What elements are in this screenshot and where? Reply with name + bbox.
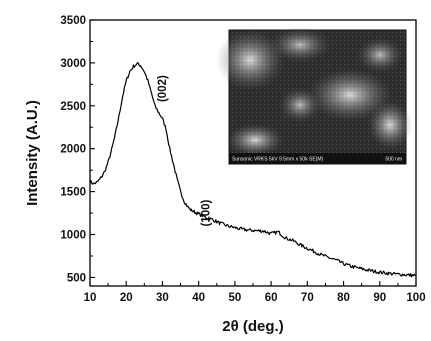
axis-ticks <box>89 19 417 286</box>
peak-annotation: (002) <box>157 75 169 102</box>
y-tick-label: 2500 <box>60 101 86 113</box>
y-tick-label: 3000 <box>60 58 86 70</box>
x-tick-label: 70 <box>301 292 314 304</box>
tick-labels: 10 20 30 40 50 60 70 80 90 100 500 1000 1500 2000 2500… <box>60 15 425 304</box>
y-tick-label: 2000 <box>60 144 86 156</box>
y-tick-label: 1000 <box>60 230 86 242</box>
annotations: (002) (100) <box>157 75 212 227</box>
sem-scale-label: 500 nm <box>385 157 402 163</box>
x-tick-label: 40 <box>192 292 205 304</box>
x-tick-label: 60 <box>265 292 278 304</box>
x-tick-label: 30 <box>156 292 169 304</box>
peak-annotation: (100) <box>201 200 213 227</box>
x-tick-label: 90 <box>373 292 386 304</box>
x-axis-label: 2θ (deg.) <box>222 318 283 335</box>
sem-caption-left: Sunsonic VRKS 5kV 9.5mm x 50k SE(M) <box>232 157 323 163</box>
x-tick-label: 80 <box>337 292 350 304</box>
y-tick-label: 500 <box>67 272 86 284</box>
y-axis-label: Intensity (A.U.) <box>24 100 41 206</box>
y-tick-label: 1500 <box>60 187 86 199</box>
sem-caption-bar <box>229 153 406 164</box>
x-tick-label: 20 <box>120 292 133 304</box>
y-tick-label: 3500 <box>60 15 86 27</box>
x-tick-label: 10 <box>84 292 97 304</box>
x-tick-label: 100 <box>406 292 425 304</box>
series-group <box>89 62 417 278</box>
x-tick-label: 50 <box>228 292 241 304</box>
sem-inset: Sunsonic VRKS 5kV 9.5mm x 50k SE(M) 500 … <box>216 27 412 165</box>
xrd-series-line <box>89 62 417 278</box>
